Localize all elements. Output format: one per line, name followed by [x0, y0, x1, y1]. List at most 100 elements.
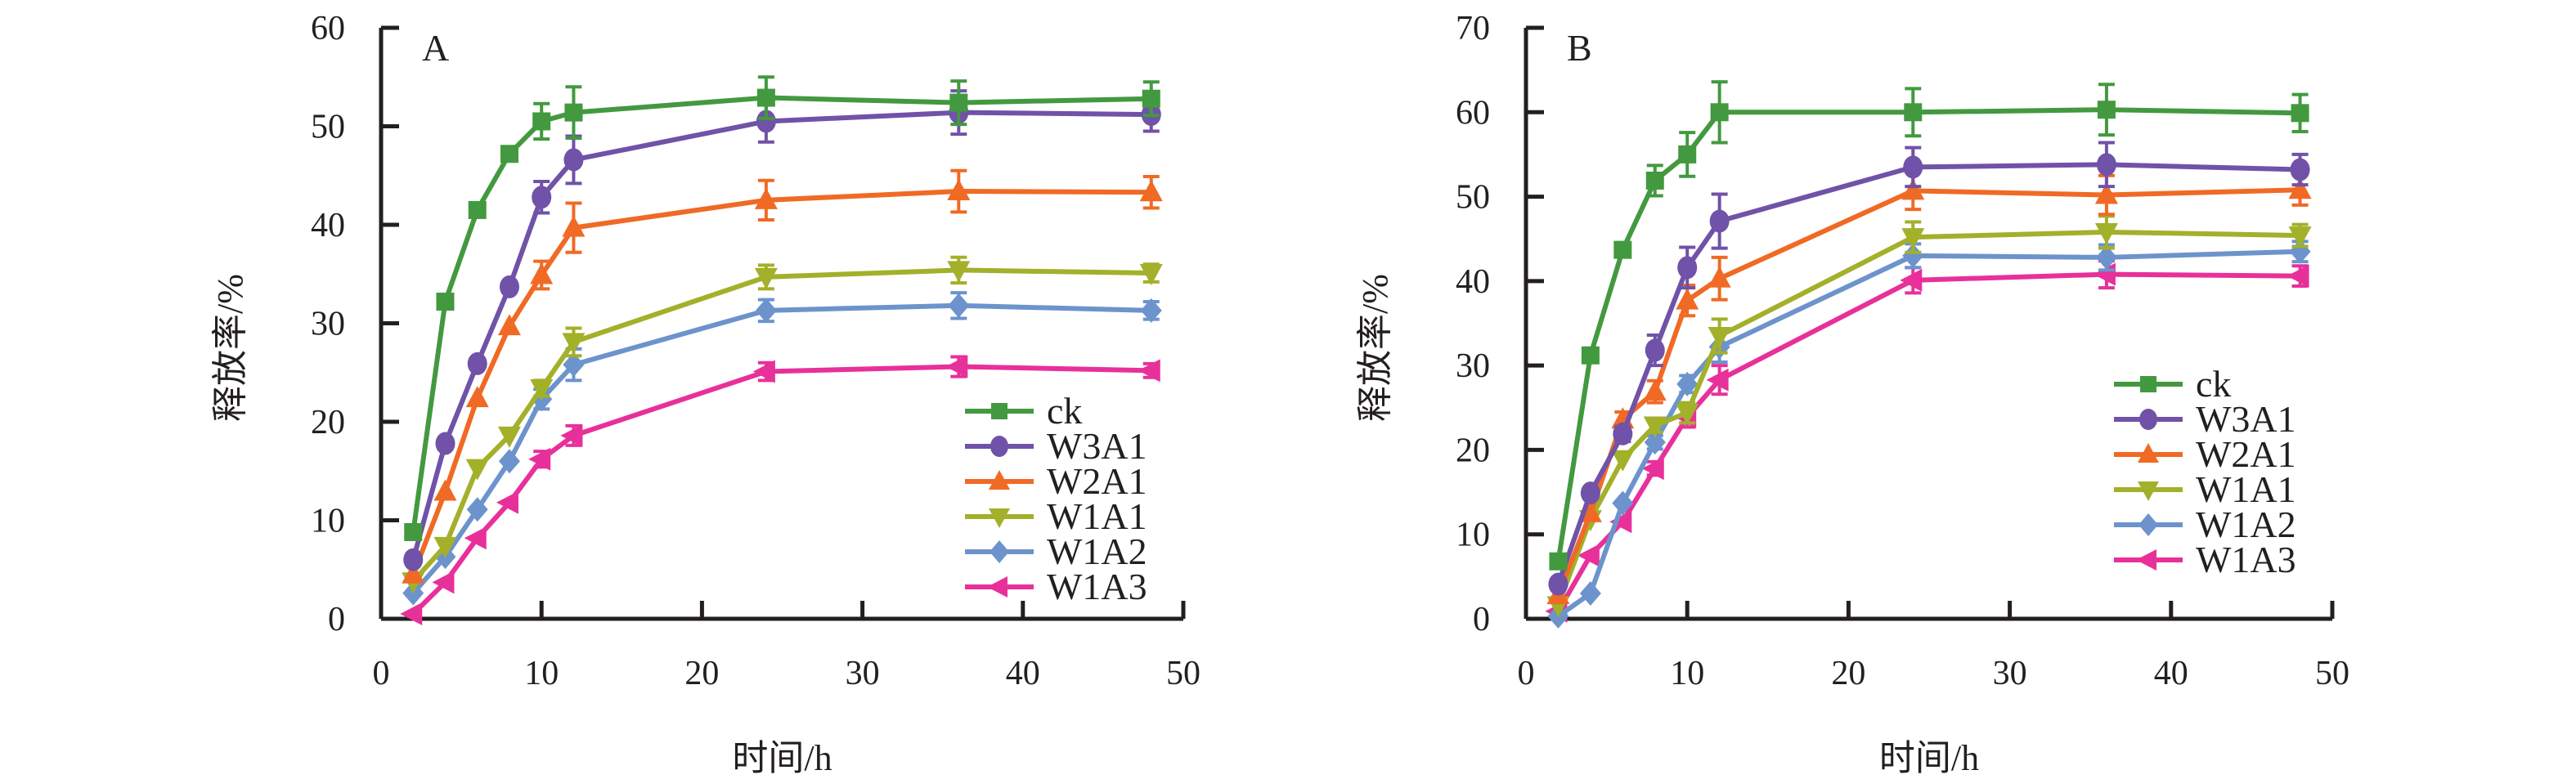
x-tick-label: 0: [1518, 655, 1535, 692]
y-tick-label: 10: [1456, 517, 1490, 554]
data-point: [947, 179, 971, 201]
legend-label: W2A1: [1047, 460, 1147, 502]
x-tick-label: 30: [846, 655, 880, 692]
data-point: [754, 187, 778, 209]
data-point: [2287, 264, 2309, 288]
y-tick-label: 10: [311, 503, 345, 540]
series-line: [411, 364, 1151, 616]
data-point: [498, 449, 520, 474]
data-point: [1900, 268, 1923, 292]
data-point: [496, 490, 518, 514]
data-point: [2288, 177, 2312, 199]
y-axis-title: 释放率/%: [210, 274, 250, 422]
series-line: [411, 267, 1151, 584]
data-point: [754, 267, 778, 289]
y-tick-label: 50: [1456, 179, 1490, 217]
y-tick-label: 0: [328, 601, 345, 638]
data-point: [949, 93, 968, 112]
series-line: [1555, 271, 2300, 613]
data-point: [467, 351, 487, 375]
data-point: [1706, 368, 1729, 392]
data-point: [1708, 266, 1731, 288]
legend-marker-triangle-up: [2138, 443, 2159, 463]
data-point: [530, 379, 554, 401]
legend-marker-square: [991, 403, 1008, 419]
y-tick-label: 40: [1456, 263, 1490, 301]
y-tick-label: 20: [1456, 432, 1490, 469]
data-point: [1902, 243, 1924, 268]
data-point: [756, 110, 776, 133]
data-point: [563, 352, 585, 378]
data-point: [435, 432, 456, 455]
data-point: [1140, 298, 1162, 323]
data-point: [464, 526, 487, 550]
data-point: [752, 360, 775, 383]
legend-label: W3A1: [2196, 398, 2296, 440]
data-point: [465, 459, 489, 481]
legend-label: ck: [2196, 363, 2231, 405]
x-tick-label: 20: [684, 655, 719, 692]
data-point: [1645, 338, 1665, 362]
data-point: [403, 548, 424, 571]
data-point: [562, 215, 586, 237]
data-point: [560, 423, 583, 447]
x-tick-label: 40: [1006, 655, 1040, 692]
legend-marker-triangle-left: [987, 576, 1008, 598]
series-line: [1555, 229, 2300, 607]
series-w3a1: [1548, 141, 2310, 596]
legend-label: W1A1: [2196, 468, 2296, 510]
series-line: [411, 110, 1151, 561]
data-point: [1611, 450, 1635, 472]
data-point: [532, 186, 552, 209]
data-point: [1901, 228, 1925, 250]
x-axis-title: 时间/h: [1879, 738, 1979, 778]
data-point: [2095, 244, 2117, 270]
legend-label: W1A2: [1047, 531, 1147, 572]
data-point: [2288, 226, 2312, 248]
data-point: [1904, 103, 1923, 122]
series-line: [411, 95, 1151, 533]
data-point: [1643, 416, 1667, 438]
data-point: [466, 497, 488, 522]
chart-panel-b: B 时间/h 释放率/% 0 10 20 30 40 50 60 70 0 10 20 30 40 50 c…: [1355, 10, 2349, 778]
data-point: [468, 200, 487, 219]
data-point: [1581, 346, 1600, 365]
series-line: [411, 302, 1151, 595]
data-point: [497, 314, 521, 336]
series-ck: [1549, 80, 2309, 571]
data-point: [400, 602, 423, 625]
data-point: [1138, 359, 1160, 383]
x-tick-label: 50: [1166, 655, 1200, 692]
data-point: [530, 262, 554, 284]
series-w2a1: [402, 168, 1163, 584]
data-point: [756, 88, 775, 107]
data-point: [563, 148, 584, 172]
legend-label: W2A1: [2196, 433, 2296, 475]
data-point: [2097, 101, 2116, 119]
series-ck: [404, 75, 1160, 541]
legend-marker-triangle-up: [989, 470, 1010, 490]
x-tick-label: 30: [1993, 655, 2027, 692]
data-point: [1139, 180, 1163, 202]
data-point: [1903, 155, 1923, 179]
legend-marker-diamond: [2138, 513, 2158, 536]
y-tick-label: 30: [311, 306, 345, 343]
data-point: [1676, 288, 1699, 310]
data-point: [433, 536, 457, 558]
data-point: [1579, 581, 1601, 607]
y-tick-label: 60: [311, 10, 345, 47]
data-point: [402, 562, 425, 584]
x-tick-label: 0: [373, 655, 390, 692]
data-point: [1677, 256, 1698, 280]
legend-label: W1A2: [2196, 504, 2296, 545]
data-point: [2096, 153, 2116, 177]
data-point: [948, 293, 970, 318]
series-line: [1555, 187, 2300, 597]
data-point: [499, 275, 519, 298]
legend-label: ck: [1047, 390, 1082, 432]
data-point: [947, 261, 971, 283]
y-axis-title: 释放率/%: [1355, 274, 1395, 422]
data-point: [1549, 552, 1568, 571]
data-point: [433, 479, 457, 501]
